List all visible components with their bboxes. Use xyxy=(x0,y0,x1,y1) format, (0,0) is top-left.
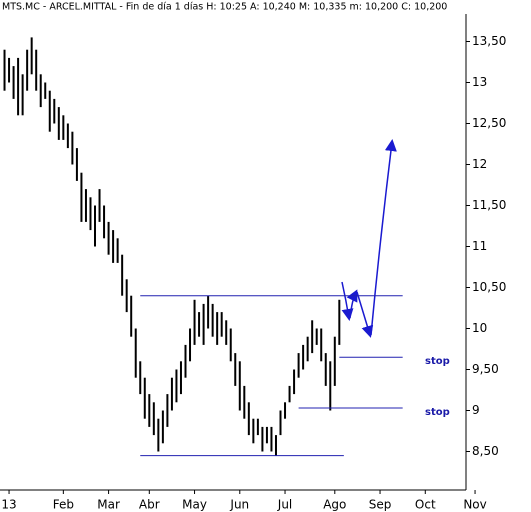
x-tick-label: 13 xyxy=(1,498,16,512)
y-tick-label: 9,50 xyxy=(472,362,499,376)
level-label: stop xyxy=(425,356,450,367)
projection-arrows xyxy=(341,139,397,338)
y-tick-label: 13 xyxy=(472,75,487,89)
x-tick-label: Feb xyxy=(53,498,74,512)
x-tick-label: Jun xyxy=(229,498,249,512)
y-tick-label: 11,50 xyxy=(472,198,506,212)
y-tick-label: 11 xyxy=(472,239,487,253)
y-tick-label: 13,50 xyxy=(472,34,506,48)
x-tick-label: Ago xyxy=(323,498,346,512)
level-label: stop xyxy=(425,407,450,418)
y-tick-label: 10,50 xyxy=(472,280,506,294)
x-tick-label: Sep xyxy=(369,498,392,512)
y-tick-label: 8,50 xyxy=(472,444,499,458)
y-tick-label: 12,50 xyxy=(472,116,506,130)
y-tick-label: 9 xyxy=(472,403,480,417)
chart-title: MTS.MC - ARCEL.MITTAL - Fin de día 1 día… xyxy=(2,2,447,13)
x-tick-label: Mar xyxy=(97,498,120,512)
x-tick-label: Nov xyxy=(463,498,486,512)
x-tick-label: Abr xyxy=(139,498,160,512)
x-tick-label: Jul xyxy=(277,498,292,512)
y-tick-label: 12 xyxy=(472,157,487,171)
x-tick-label: Oct xyxy=(415,498,436,512)
y-tick-label: 10 xyxy=(472,321,487,335)
x-tick-label: May xyxy=(182,498,207,512)
